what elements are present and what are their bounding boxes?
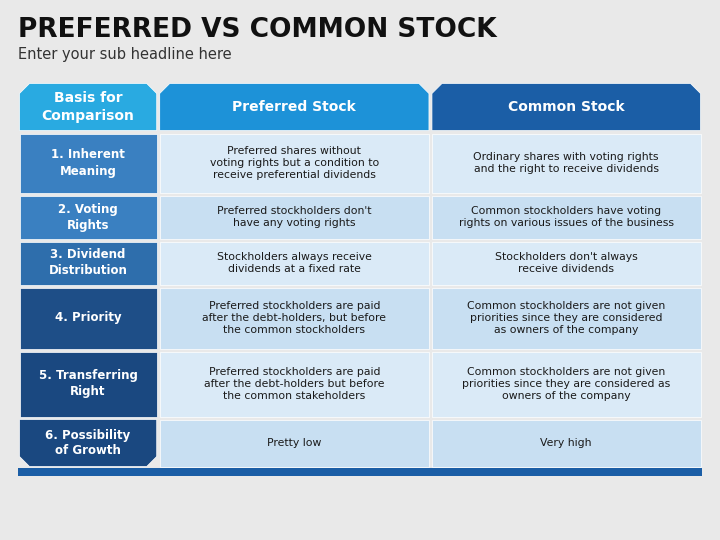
Bar <box>160 420 429 467</box>
Text: Preferred stockholders are paid
after the debt-holders but before
the common sta: Preferred stockholders are paid after th… <box>204 367 384 401</box>
Polygon shape <box>19 287 157 348</box>
Text: 2. Voting
Rights: 2. Voting Rights <box>58 202 118 232</box>
Bar <box>432 420 701 467</box>
Text: Common stockholders have voting
rights on various issues of the business: Common stockholders have voting rights o… <box>459 206 674 228</box>
Text: Pretty low: Pretty low <box>267 438 322 448</box>
Text: 3. Dividend
Distribution: 3. Dividend Distribution <box>49 248 127 278</box>
Bar <box>18 468 702 476</box>
Text: Preferred stockholders are paid
after the debt-holders, but before
the common st: Preferred stockholders are paid after th… <box>202 301 387 335</box>
Bar <box>160 241 429 285</box>
Bar <box>160 352 429 416</box>
Bar <box>432 133 701 192</box>
Polygon shape <box>432 84 701 131</box>
Polygon shape <box>19 195 157 239</box>
Bar <box>160 195 429 239</box>
Bar <box>432 241 701 285</box>
Text: Basis for
Comparison: Basis for Comparison <box>42 91 135 123</box>
Polygon shape <box>19 420 157 467</box>
Text: Enter your sub headline here: Enter your sub headline here <box>18 48 232 63</box>
Polygon shape <box>19 352 157 416</box>
Text: 6. Possibility
of Growth: 6. Possibility of Growth <box>45 429 131 457</box>
Bar <box>432 352 701 416</box>
Text: 1. Inherent
Meaning: 1. Inherent Meaning <box>51 148 125 178</box>
Text: Preferred Stock: Preferred Stock <box>233 100 356 114</box>
Text: 5. Transferring
Right: 5. Transferring Right <box>39 369 138 399</box>
Polygon shape <box>19 241 157 285</box>
Text: Preferred stockholders don't
have any voting rights: Preferred stockholders don't have any vo… <box>217 206 372 228</box>
Text: 4. Priority: 4. Priority <box>55 312 122 325</box>
Bar <box>432 195 701 239</box>
Text: Stockholders don't always
receive dividends: Stockholders don't always receive divide… <box>495 252 638 274</box>
Text: Preferred shares without
voting rights but a condition to
receive preferential d: Preferred shares without voting rights b… <box>210 146 379 180</box>
Polygon shape <box>160 84 429 131</box>
Bar <box>432 287 701 348</box>
Text: Common Stock: Common Stock <box>508 100 624 114</box>
Text: Very high: Very high <box>541 438 592 448</box>
Polygon shape <box>19 84 157 131</box>
Text: Common stockholders are not given
priorities since they are considered as
owners: Common stockholders are not given priori… <box>462 367 670 401</box>
Bar <box>160 133 429 192</box>
Bar <box>160 287 429 348</box>
Text: Stockholders always receive
dividends at a fixed rate: Stockholders always receive dividends at… <box>217 252 372 274</box>
Text: Common stockholders are not given
priorities since they are considered
as owners: Common stockholders are not given priori… <box>467 301 665 335</box>
Text: PREFERRED VS COMMON STOCK: PREFERRED VS COMMON STOCK <box>18 17 497 43</box>
Polygon shape <box>19 133 157 192</box>
Text: Ordinary shares with voting rights
and the right to receive dividends: Ordinary shares with voting rights and t… <box>474 152 659 174</box>
